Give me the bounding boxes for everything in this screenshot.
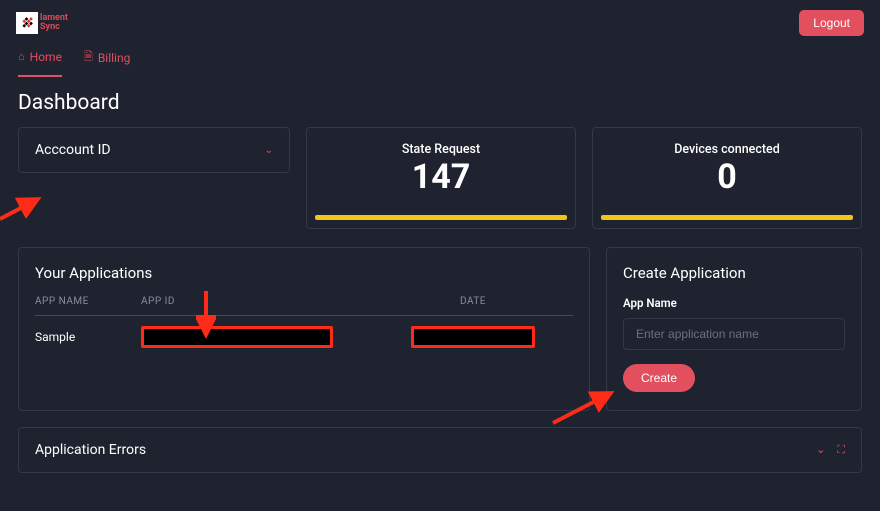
stat-devices: Devices connected 0 bbox=[592, 127, 862, 229]
logo-text: lament Sync bbox=[40, 14, 68, 33]
chevron-down-icon: ⌄ bbox=[265, 145, 273, 156]
stat-bar bbox=[601, 215, 853, 220]
page-title: Dashboard bbox=[0, 77, 880, 127]
redacted-date bbox=[411, 326, 535, 348]
nav: ⌂ Home 🗎 Billing bbox=[0, 42, 880, 77]
stat-value: 147 bbox=[319, 159, 563, 196]
col-app-name: APP NAME bbox=[35, 296, 141, 307]
stat-title: State Request bbox=[319, 142, 563, 157]
col-date: DATE bbox=[373, 296, 573, 307]
applications-title: Your Applications bbox=[35, 264, 573, 282]
app-name-input[interactable] bbox=[623, 318, 845, 350]
table-row: Sample bbox=[35, 316, 573, 348]
header: lament Sync Logout bbox=[0, 0, 880, 42]
stat-value: 0 bbox=[605, 159, 849, 196]
logo-icon bbox=[16, 12, 38, 34]
col-app-id: APP ID bbox=[141, 296, 373, 307]
stat-title: Devices connected bbox=[605, 142, 849, 157]
table-header: APP NAME APP ID DATE bbox=[35, 296, 573, 316]
create-application-card: Create Application App Name Create bbox=[606, 247, 862, 411]
nav-billing-label: Billing bbox=[98, 51, 131, 65]
create-title: Create Application bbox=[623, 264, 845, 282]
account-label: Acccount ID bbox=[35, 142, 111, 158]
create-button[interactable]: Create bbox=[623, 364, 695, 392]
chevron-down-icon[interactable]: ⌄ bbox=[816, 443, 825, 457]
cell-app-name: Sample bbox=[35, 330, 141, 344]
billing-icon: 🗎 bbox=[84, 48, 93, 67]
your-applications-card: Your Applications APP NAME APP ID DATE S… bbox=[18, 247, 590, 411]
account-dropdown[interactable]: Acccount ID ⌄ bbox=[18, 127, 290, 173]
application-errors-card: Application Errors ⌄ ⛶ bbox=[18, 427, 862, 473]
errors-actions: ⌄ ⛶ bbox=[816, 443, 845, 457]
nav-billing[interactable]: 🗎 Billing bbox=[84, 48, 130, 77]
nav-home[interactable]: ⌂ Home bbox=[18, 48, 62, 77]
stat-state-request: State Request 147 bbox=[306, 127, 576, 229]
home-icon: ⌂ bbox=[18, 50, 25, 63]
logout-button[interactable]: Logout bbox=[799, 10, 864, 36]
errors-title: Application Errors bbox=[35, 442, 146, 458]
redacted-id bbox=[141, 326, 333, 348]
cell-app-id bbox=[141, 326, 373, 348]
logo: lament Sync bbox=[16, 12, 68, 34]
cell-date bbox=[373, 326, 573, 348]
app-name-label: App Name bbox=[623, 296, 845, 310]
nav-home-label: Home bbox=[30, 50, 62, 64]
expand-icon[interactable]: ⛶ bbox=[837, 443, 845, 457]
stat-bar bbox=[315, 215, 567, 220]
